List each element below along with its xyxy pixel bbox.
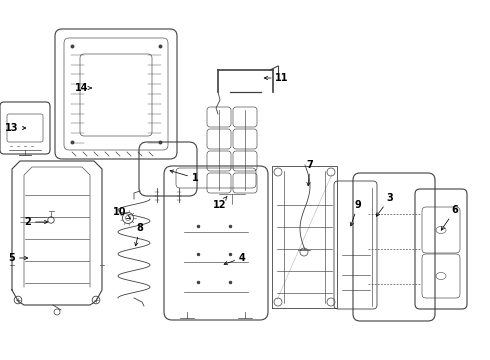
Text: 1: 1 [170,170,198,183]
Text: 7: 7 [307,160,314,186]
Text: 6: 6 [441,205,458,230]
Text: 9: 9 [350,200,361,226]
Text: 13: 13 [5,123,26,133]
Text: 14: 14 [75,83,92,93]
Text: 10: 10 [113,207,131,219]
Text: 12: 12 [213,196,227,210]
Text: 3: 3 [376,193,393,216]
Text: 2: 2 [24,217,48,227]
Text: 8: 8 [135,223,144,246]
Text: 4: 4 [224,253,245,265]
Text: 5: 5 [9,253,28,263]
Text: 11: 11 [264,73,289,83]
